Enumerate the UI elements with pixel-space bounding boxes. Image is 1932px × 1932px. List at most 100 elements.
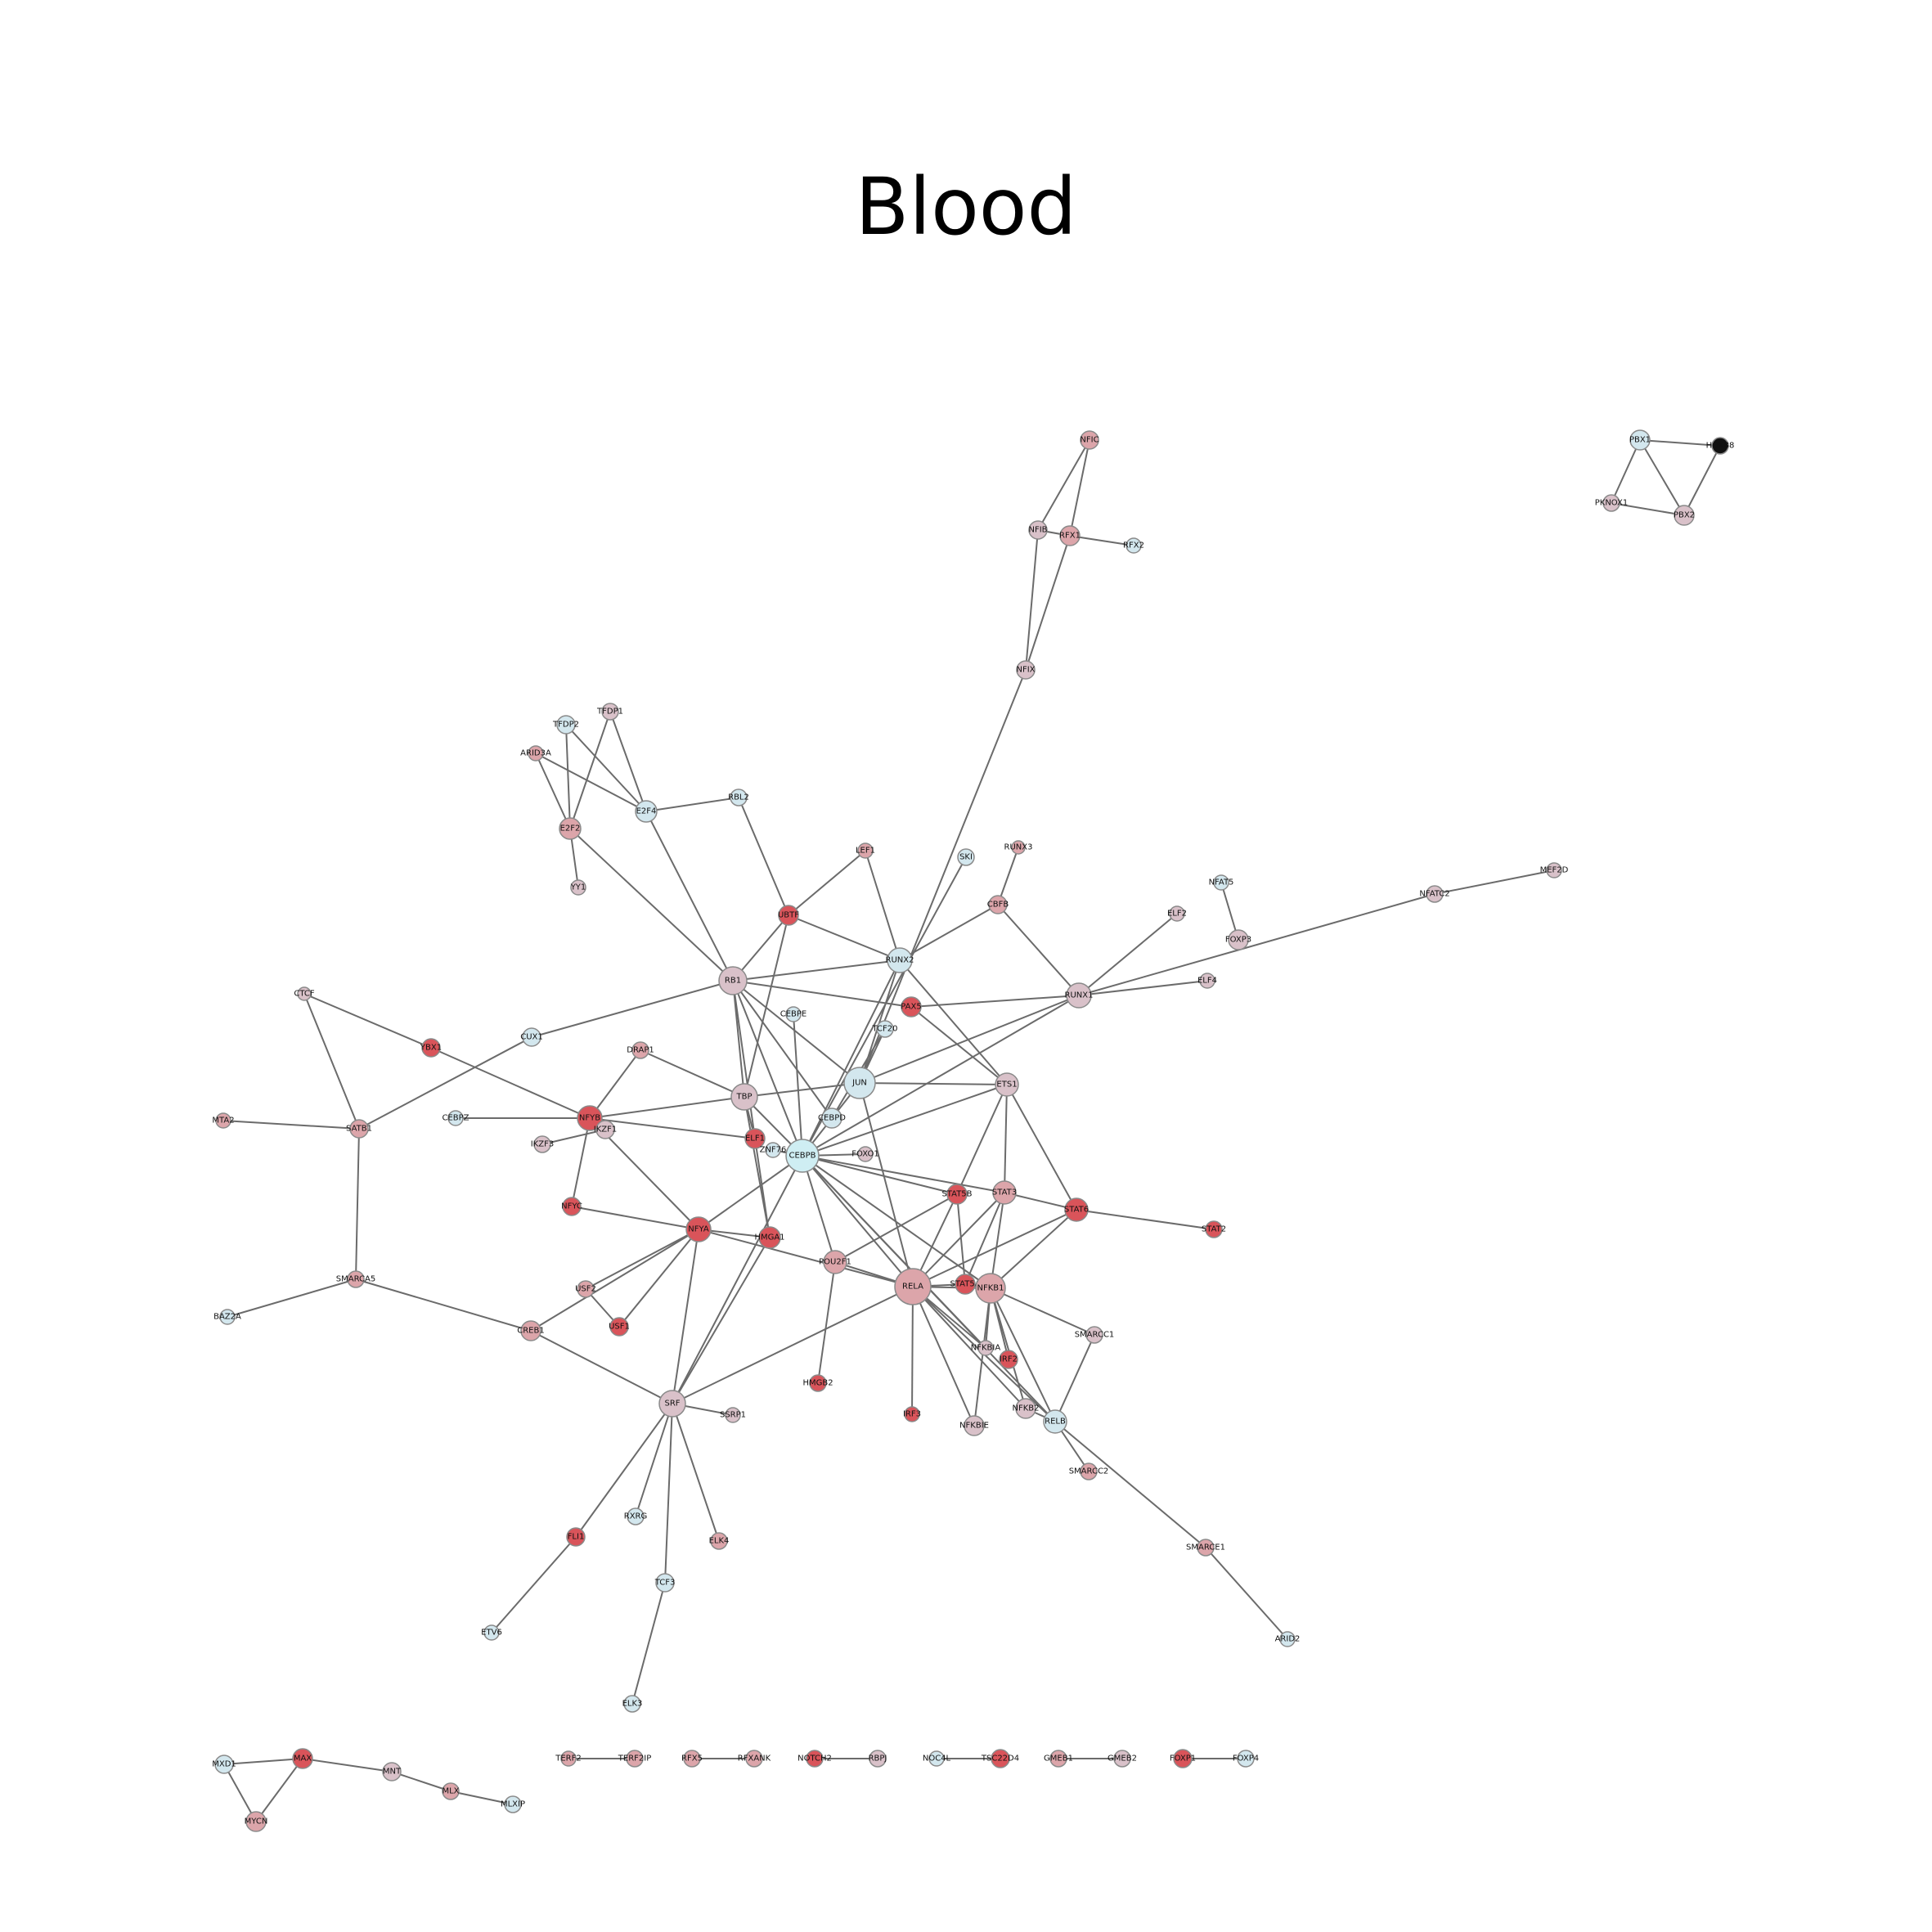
node-rela[interactable]: RELA	[894, 1268, 932, 1305]
node-cebpd[interactable]: CEBPD	[818, 1108, 846, 1129]
node-stat5a[interactable]: STAT5A	[950, 1274, 981, 1295]
node-irf3[interactable]: IRF3	[903, 1406, 921, 1422]
node-tbp[interactable]: TBP	[730, 1083, 758, 1111]
node-rfx1[interactable]: RFX1	[1059, 525, 1081, 546]
node-znf76[interactable]: ZNF76	[760, 1142, 787, 1158]
node-ski[interactable]: SKI	[957, 848, 975, 866]
node-cebpz[interactable]: CEBPZ	[442, 1110, 470, 1126]
node-foxp3[interactable]: FOXP3	[1225, 929, 1251, 950]
node-nfyb[interactable]: NFYB	[577, 1105, 603, 1131]
node-ubtf[interactable]: UBTF	[778, 905, 799, 926]
node-rbl2[interactable]: RBL2	[728, 789, 749, 806]
node-cux1[interactable]: CUX1	[520, 1027, 543, 1047]
node-hmga1[interactable]: HMGA1	[754, 1226, 785, 1249]
node-usf1[interactable]: USF1	[609, 1317, 630, 1337]
node-cbfb[interactable]: CBFB	[987, 895, 1009, 914]
node-tsc22d4[interactable]: TSC22D4	[981, 1749, 1019, 1768]
node-terf2ip[interactable]: TERF2IP	[618, 1750, 651, 1768]
node-nfatc2[interactable]: NFATC2	[1419, 885, 1450, 903]
node-nfkbia[interactable]: NFKBIA	[971, 1340, 1001, 1356]
node-arid3a[interactable]: ARID3A	[520, 745, 551, 762]
node-tfdp1[interactable]: TFDP1	[596, 703, 623, 721]
node-usf2[interactable]: USF2	[575, 1280, 596, 1298]
node-fli1[interactable]: FLI1	[566, 1527, 586, 1547]
node-pbx2[interactable]: PBX2	[1674, 505, 1695, 526]
node-lef1[interactable]: LEF1	[856, 842, 875, 859]
node-nfyc[interactable]: NFYC	[561, 1197, 582, 1216]
node-nfat5[interactable]: NFAT5	[1209, 874, 1234, 891]
node-satb1[interactable]: SATB1	[346, 1119, 372, 1139]
node-ssrp1[interactable]: SSRP1	[720, 1407, 746, 1423]
node-irf2[interactable]: IRF2	[999, 1350, 1018, 1369]
node-mnt[interactable]: MNT	[382, 1762, 402, 1781]
node-stat3[interactable]: STAT3	[992, 1180, 1017, 1205]
node-stat5b[interactable]: STAT5B	[941, 1184, 973, 1205]
node-rfx5[interactable]: RFX5	[681, 1750, 703, 1768]
node-stat2[interactable]: STAT2	[1202, 1220, 1226, 1238]
node-rfx2[interactable]: RFX2	[1123, 537, 1144, 554]
node-drap1[interactable]: DRAP1	[627, 1041, 654, 1059]
node-cebpb[interactable]: CEBPB	[785, 1139, 820, 1173]
node-tcf3[interactable]: TCF3	[654, 1573, 676, 1593]
node-mlxip[interactable]: MLXIP	[501, 1795, 525, 1813]
node-smarca5[interactable]: SMARCA5	[336, 1270, 375, 1288]
node-elk3[interactable]: ELK3	[622, 1695, 643, 1713]
node-gmeb1[interactable]: GMEB1	[1044, 1750, 1073, 1768]
node-runx3[interactable]: RUNX3	[1004, 840, 1033, 855]
node-nfya[interactable]: NFYA	[685, 1216, 712, 1242]
node-arid2[interactable]: ARID2	[1275, 1631, 1301, 1647]
node-mef2d[interactable]: MEF2D	[1540, 862, 1569, 878]
node-cebpe[interactable]: CEBPE	[780, 1006, 807, 1022]
node-pou2f1[interactable]: POU2F1	[819, 1250, 851, 1274]
node-srf[interactable]: SRF	[658, 1390, 686, 1418]
node-ikzf3[interactable]: IKZF3	[531, 1135, 554, 1153]
node-creb1[interactable]: CREB1	[517, 1320, 545, 1341]
node-rfxank[interactable]: RFXANK	[738, 1750, 771, 1768]
node-nfib[interactable]: NFIB	[1028, 520, 1048, 540]
node-ets1[interactable]: ETS1	[995, 1072, 1019, 1097]
node-terf2[interactable]: TERF2	[555, 1750, 582, 1767]
node-ybx1[interactable]: YBX1	[420, 1038, 442, 1058]
node-foxp1[interactable]: FOXP1	[1170, 1749, 1196, 1768]
node-nfkbie[interactable]: NFKBIE	[959, 1415, 989, 1436]
node-tcf20[interactable]: TCF20	[872, 1020, 898, 1038]
node-runx1[interactable]: RUNX1	[1065, 982, 1094, 1009]
node-ikzf1[interactable]: IKZF1	[594, 1120, 617, 1139]
node-elk4[interactable]: ELK4	[709, 1532, 730, 1550]
node-max[interactable]: MAX	[292, 1748, 313, 1769]
node-runx2[interactable]: RUNX2	[886, 947, 914, 973]
node-stat6[interactable]: STAT6	[1064, 1197, 1089, 1222]
node-nfkb2[interactable]: NFKB2	[1012, 1398, 1040, 1419]
node-e2f4[interactable]: E2F4	[635, 800, 658, 823]
node-pbx1[interactable]: PBX1	[1629, 429, 1651, 451]
node-elf4[interactable]: ELF4	[1197, 973, 1217, 989]
node-smarcc2[interactable]: SMARCC2	[1069, 1462, 1109, 1480]
node-yy1[interactable]: YY1	[570, 879, 586, 896]
node-foxp4[interactable]: FOXP4	[1233, 1750, 1259, 1768]
node-e2f2[interactable]: E2F2	[559, 817, 582, 840]
node-rxrg[interactable]: RXRG	[624, 1507, 648, 1525]
node-mlx[interactable]: MLX	[442, 1782, 460, 1800]
node-rb1[interactable]: RB1	[718, 966, 748, 995]
node-hoxb8[interactable]: HOXB8	[1706, 437, 1735, 455]
node-hmgb2[interactable]: HMGB2	[802, 1374, 833, 1392]
node-ctcf[interactable]: CTCF	[294, 986, 315, 1001]
node-elf2[interactable]: ELF2	[1167, 905, 1187, 922]
node-foxo1[interactable]: FOXO1	[851, 1146, 879, 1162]
node-pax5[interactable]: PAX5	[901, 996, 922, 1018]
node-noc4l[interactable]: NOC4L	[923, 1750, 951, 1767]
node-smarcc1[interactable]: SMARCC1	[1075, 1326, 1115, 1344]
node-mycn[interactable]: MYCN	[245, 1811, 268, 1832]
node-gmeb2[interactable]: GMEB2	[1108, 1750, 1137, 1768]
node-baz2a[interactable]: BAZ2A	[213, 1309, 241, 1325]
node-mta2[interactable]: MTA2	[212, 1112, 235, 1129]
node-nfic[interactable]: NFIC	[1080, 430, 1099, 450]
node-notch2[interactable]: NOTCH2	[798, 1750, 832, 1768]
node-etv6[interactable]: ETV6	[481, 1624, 502, 1641]
node-nfix[interactable]: NFIX	[1016, 660, 1036, 680]
node-elf1[interactable]: ELF1	[744, 1128, 766, 1149]
node-mxd1[interactable]: MXD1	[212, 1755, 236, 1774]
node-tfdp2[interactable]: TFDP2	[552, 715, 579, 735]
node-nfkb1[interactable]: NFKB1	[975, 1273, 1006, 1304]
node-pknox1[interactable]: PKNOX1	[1595, 494, 1629, 512]
